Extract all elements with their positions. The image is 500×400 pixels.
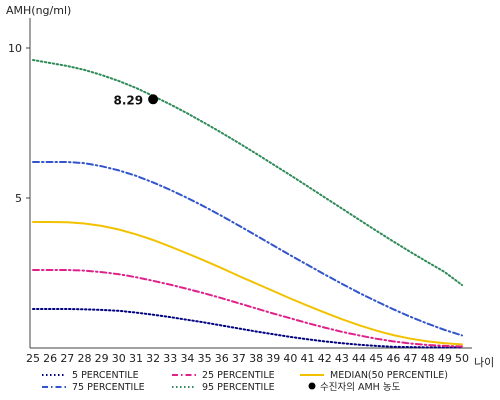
x-tick-label: 29	[95, 352, 109, 365]
legend-label: 25 PERCENTILE	[202, 370, 275, 381]
x-tick-label: 34	[180, 352, 194, 365]
legend-label: 수진자의 AMH 농도	[320, 382, 401, 393]
x-tick-label: 32	[146, 352, 160, 365]
x-tick-label: 27	[60, 352, 74, 365]
x-axis-label: 나이	[474, 356, 494, 369]
x-tick-label: 38	[249, 352, 263, 365]
legend-label: MEDIAN(50 PERCENTILE)	[330, 370, 448, 381]
x-tick-label: 46	[386, 352, 400, 365]
x-tick-label: 37	[232, 352, 246, 365]
x-tick-label: 47	[404, 352, 418, 365]
series-line	[32, 161, 463, 337]
x-tick-label: 26	[43, 352, 57, 365]
legend-marker-swatch	[308, 382, 316, 390]
series-line	[32, 59, 463, 286]
y-axis-label: AMH(ng/ml)	[6, 4, 71, 17]
x-tick-label: 41	[301, 352, 315, 365]
patient-amh-value-label: 8.29	[114, 93, 144, 107]
x-tick-label: 28	[77, 352, 91, 365]
marker-group: 8.29	[114, 93, 159, 107]
x-tick-label: 40	[283, 352, 297, 365]
x-tick-label: 50	[455, 352, 469, 365]
x-tick-label: 42	[318, 352, 332, 365]
legend-label: 5 PERCENTILE	[72, 370, 139, 381]
y-tick-label: 5	[15, 192, 22, 205]
x-tick-label: 49	[438, 352, 452, 365]
x-tick-label: 48	[421, 352, 435, 365]
x-tick-label: 39	[266, 352, 280, 365]
x-tick-label: 36	[215, 352, 229, 365]
y-ticks: 5 10	[8, 42, 30, 205]
series-line	[32, 221, 463, 346]
x-tick-label: 35	[198, 352, 212, 365]
series-lines	[32, 59, 463, 349]
x-tick-label: 31	[129, 352, 143, 365]
legend: 5 PERCENTILE 25 PERCENTILE MEDIAN(50 PERCE…	[42, 370, 448, 393]
series-line	[32, 308, 463, 349]
patient-amh-point	[148, 94, 159, 105]
y-tick-label: 10	[8, 42, 22, 55]
legend-label: 75 PERCENTILE	[72, 382, 145, 393]
x-tick-label: 43	[335, 352, 349, 365]
legend-label: 95 PERCENTILE	[202, 382, 275, 393]
x-tick-label: 30	[112, 352, 126, 365]
x-tick-label: 45	[369, 352, 383, 365]
x-tick-label: 33	[163, 352, 177, 365]
x-tick-label: 44	[352, 352, 366, 365]
x-ticks: 25 26 27 28 29 30 31 32 33 34 35 36 37 38 39 40 41 42 43 44…	[26, 352, 469, 365]
x-tick-label: 25	[26, 352, 40, 365]
series-line	[32, 269, 463, 348]
